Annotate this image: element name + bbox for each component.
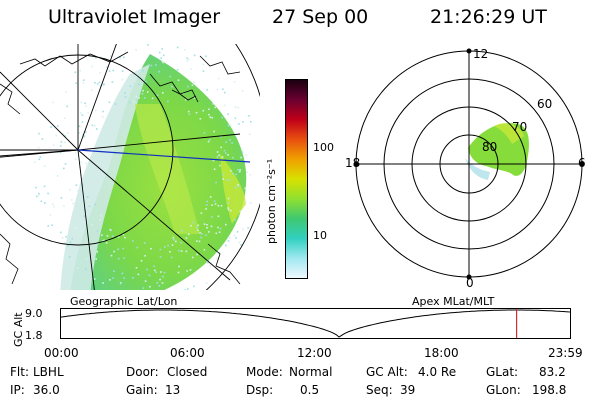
gcalt-label: GC Alt:: [366, 365, 408, 379]
filter-value: LBHL: [33, 365, 64, 379]
geographic-image: [0, 44, 260, 290]
apex-caption: Apex MLat/MLT: [412, 295, 495, 308]
time-tick-1800: 18:00: [424, 346, 459, 360]
geographic-caption: Geographic Lat/Lon: [70, 295, 178, 308]
colorbar-tick-100: 100: [313, 141, 334, 154]
mode-value: Normal: [289, 365, 333, 379]
dsp-value: 0.5: [300, 383, 320, 397]
ip-label: IP:: [10, 383, 25, 397]
door-label: Door:: [126, 365, 159, 379]
glon-value: 198.8: [532, 383, 567, 397]
colorbar: [285, 79, 308, 279]
time-tick-0000: 00:00: [44, 346, 79, 360]
filter-label: Flt:: [10, 365, 29, 379]
lat-label-70: 70: [512, 120, 528, 134]
glon-label: GLon:: [486, 383, 521, 397]
gain-value: 13: [165, 383, 181, 397]
altitude-plot: [60, 308, 572, 339]
mlt-label-6: 6: [578, 156, 586, 170]
lat-label-80: 80: [482, 140, 498, 154]
time-tick-1200: 12:00: [297, 346, 332, 360]
time-tick-2359: 23:59: [548, 346, 583, 360]
seq-label: Seq:: [366, 383, 393, 397]
ip-value: 36.0: [33, 383, 60, 397]
colorbar-tick-10: 10: [313, 229, 327, 242]
dsp-label: Dsp:: [246, 383, 274, 397]
mode-label: Mode:: [246, 365, 283, 379]
instrument-title: Ultraviolet Imager: [48, 6, 221, 28]
glat-label: GLat:: [486, 365, 519, 379]
mlt-label-18: 18: [345, 156, 361, 170]
mlt-label-12: 12: [473, 47, 489, 61]
gain-label: Gain:: [126, 383, 158, 397]
time-label: 21:26:29 UT: [430, 6, 547, 28]
lat-label-60: 60: [537, 97, 553, 111]
polar-plot: [353, 48, 585, 280]
altitude-tick-high: 9.0: [25, 307, 43, 320]
speckle-layer: [33, 44, 252, 290]
colorbar-unit-label: photon cm⁻²s⁻¹: [265, 158, 278, 244]
gcalt-value: 4.0 Re: [418, 365, 457, 379]
door-value: Closed: [167, 365, 208, 379]
glat-value: 83.2: [539, 365, 566, 379]
date-label: 27 Sep 00: [272, 6, 369, 28]
altitude-axis-label: GC Alt: [12, 312, 25, 347]
altitude-tick-low: 1.8: [25, 329, 43, 342]
time-tick-0600: 06:00: [170, 346, 205, 360]
seq-value: 39: [400, 383, 416, 397]
mlt-label-0: 0: [466, 276, 474, 290]
